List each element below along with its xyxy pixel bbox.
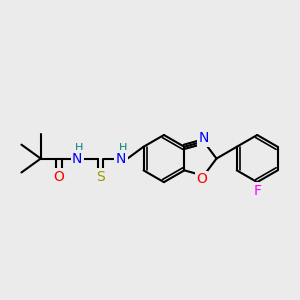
Text: H: H xyxy=(119,143,128,153)
Text: O: O xyxy=(196,172,207,186)
Text: O: O xyxy=(53,170,64,184)
Text: N: N xyxy=(198,131,209,145)
Text: N: N xyxy=(116,152,126,166)
Text: F: F xyxy=(253,184,261,198)
Text: S: S xyxy=(96,170,105,184)
Text: H: H xyxy=(75,143,83,153)
Text: N: N xyxy=(72,152,82,166)
